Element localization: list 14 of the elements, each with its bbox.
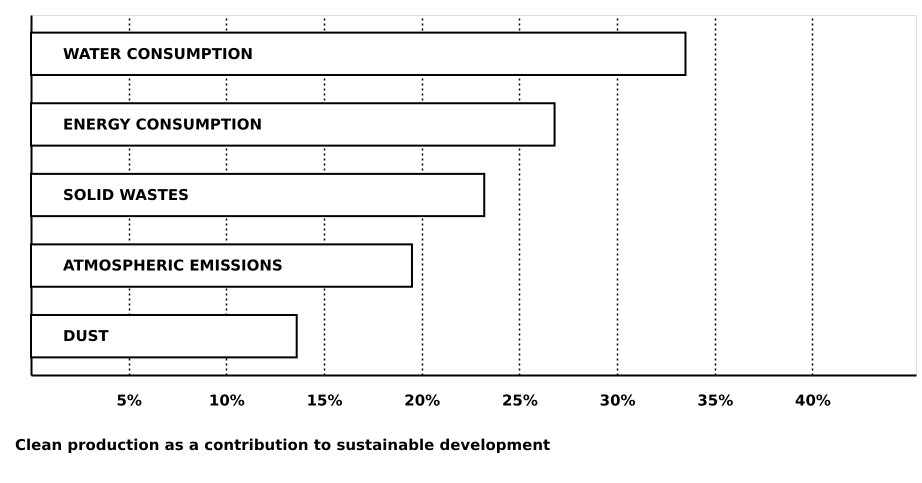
x-tick-label: 20% xyxy=(404,392,440,410)
text: Clean production as a contribution to sustainable development xyxy=(15,436,550,454)
y-tick-label: SOLID WASTES xyxy=(63,186,189,204)
x-tick-label: 35% xyxy=(697,392,734,410)
y-tick-label: DUST xyxy=(63,327,110,346)
x-tick-label: 25% xyxy=(502,392,538,410)
y-tick-label: ENERGY CONSUMPTION xyxy=(63,115,262,134)
x-tick-label: 40% xyxy=(795,392,831,410)
y-tick-label: WATER CONSUMPTION xyxy=(63,44,253,63)
x-tick-label: 5% xyxy=(116,392,142,410)
x-tick-label: 10% xyxy=(208,392,245,410)
x-tick-label: 30% xyxy=(600,392,636,410)
x-tick-label: 15% xyxy=(306,392,342,410)
y-tick-label: ATMOSPHERIC EMISSIONS xyxy=(63,256,283,275)
